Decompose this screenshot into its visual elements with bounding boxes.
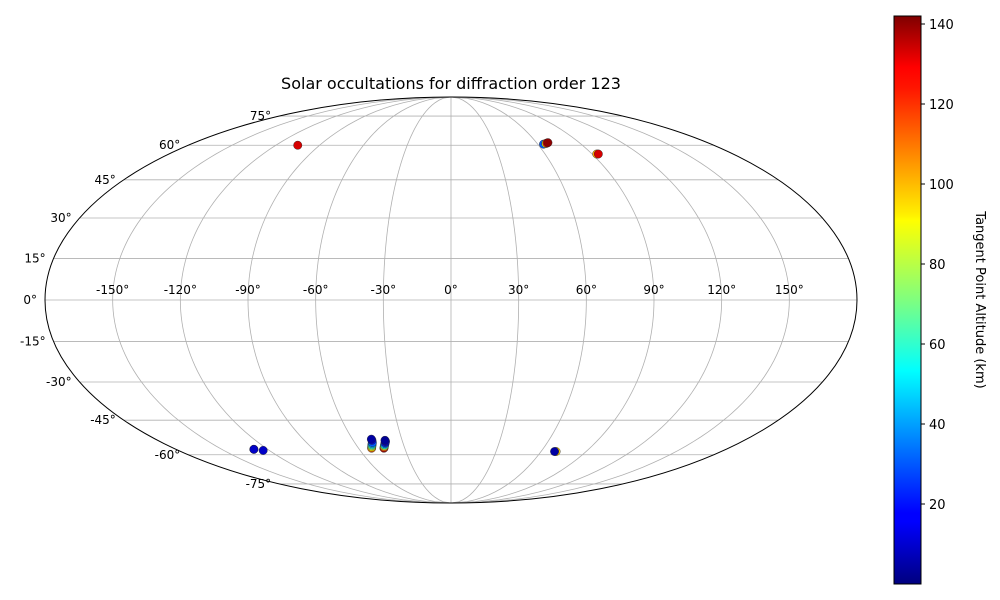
colorbar-tick-label: 100 [929, 178, 954, 193]
x-tick-label: -120° [164, 283, 197, 297]
colorbar-tick-label: 40 [929, 418, 946, 433]
colorbar-tick-label: 120 [929, 98, 954, 113]
occultation-point [258, 446, 268, 455]
x-tick-label: 0° [444, 283, 458, 297]
x-tick-label: -90° [235, 283, 261, 297]
y-tick-label: 45° [95, 173, 116, 187]
y-tick-label: 75° [250, 109, 271, 123]
y-tick-label: -75° [246, 477, 272, 491]
y-tick-label: -45° [90, 413, 116, 427]
occultation-point [293, 140, 303, 150]
x-tick-label: 30° [508, 283, 529, 297]
x-tick-label: -150° [96, 283, 129, 297]
x-tick-label: -30° [371, 283, 397, 297]
y-tick-label: 0° [23, 293, 37, 307]
longitude-tick-labels: -150° -120° -90° -60° -30° 0° 30° 60° 90° 120° 150… [96, 283, 804, 297]
map-outline [44, 96, 858, 504]
occultation-point [249, 444, 259, 454]
scatter-points [249, 138, 603, 456]
colorbar-label: Tangent Point Altitude (km) [972, 210, 987, 388]
colorbar-tick-label: 20 [929, 498, 946, 513]
colorbar-tick-label: 140 [929, 18, 954, 33]
occultation-point [380, 435, 390, 445]
colorbar-ticks: 20 40 60 80 100 120 140 [921, 18, 954, 513]
y-tick-label: -60° [155, 448, 181, 462]
x-tick-label: -60° [303, 283, 329, 297]
occultation-point [593, 149, 603, 159]
colorbar: 20 40 60 80 100 120 140 Tangent Point Altitude… [893, 15, 987, 585]
x-tick-label: 150° [775, 283, 804, 297]
occultation-point [550, 447, 559, 456]
y-tick-label: 30° [50, 211, 71, 225]
occultation-point [543, 138, 553, 148]
y-tick-label: -30° [46, 375, 72, 389]
occultation-point [366, 434, 376, 444]
x-tick-label: 90° [643, 283, 664, 297]
colorbar-gradient [893, 15, 922, 585]
colorbar-tick-label: 60 [929, 338, 946, 353]
x-tick-label: 120° [707, 283, 736, 297]
grid-lines [45, 97, 857, 503]
latitude-tick-labels: 75° 60° 45° 30° 15° 0° -15° -30° -45° -60° -75° [20, 109, 271, 491]
y-tick-label: -15° [20, 335, 46, 349]
y-tick-label: 60° [159, 138, 180, 152]
colorbar-tick-label: 80 [929, 258, 946, 273]
x-tick-label: 60° [576, 283, 597, 297]
chart-title: Solar occultations for diffraction order… [281, 74, 621, 93]
y-tick-label: 15° [24, 251, 45, 265]
